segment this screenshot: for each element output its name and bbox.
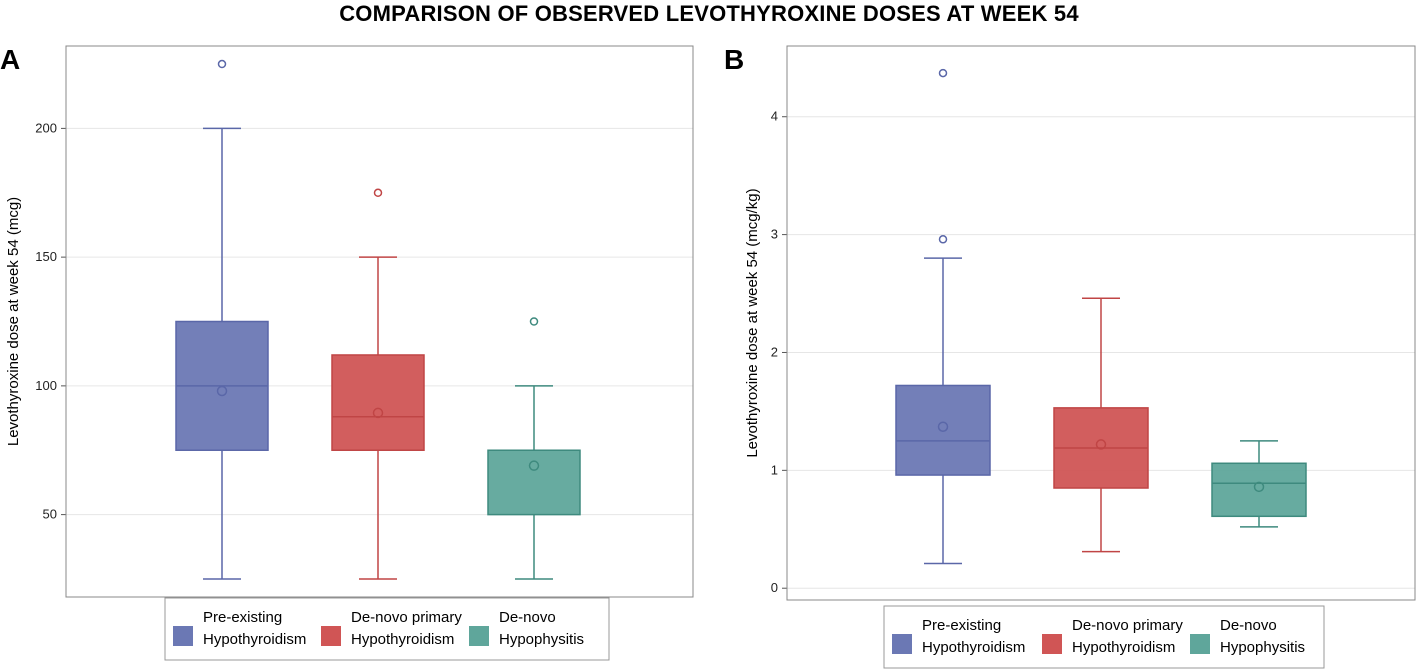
y-tick-label: 100 bbox=[35, 378, 57, 393]
legend-swatch bbox=[321, 626, 341, 646]
box-pre bbox=[895, 68, 991, 565]
panel-a: 50 100 150 200 Levothyroxine dose at week 54… bbox=[5, 45, 694, 661]
outlier-point bbox=[938, 68, 948, 78]
legend-swatch bbox=[173, 626, 193, 646]
legend-label-line2: Hypothyroidism bbox=[1072, 639, 1175, 656]
iqr-box bbox=[331, 354, 425, 451]
legend-swatch bbox=[1190, 634, 1210, 654]
panel-b: 0 1 2 3 4 Levothyroxine dose at week 54 (mcg/… bbox=[744, 45, 1416, 669]
y-axis-label: Levothyroxine dose at week 54 (mcg/kg) bbox=[744, 188, 761, 457]
outlier-point bbox=[373, 188, 383, 198]
chart-title: COMPARISON OF OBSERVED LEVOTHYROXINE DOS… bbox=[339, 1, 1079, 26]
y-tick-label: 2 bbox=[771, 344, 778, 359]
mean-marker bbox=[372, 407, 384, 419]
y-axis-label: Levothyroxine dose at week 54 (mcg) bbox=[5, 197, 22, 446]
mean-marker bbox=[1095, 439, 1107, 450]
legend-label-line1: Pre-existing bbox=[203, 609, 282, 626]
y-tick-label: 150 bbox=[35, 249, 57, 264]
legend-swatch bbox=[892, 634, 912, 654]
y-tick-label: 1 bbox=[771, 462, 778, 477]
box-hypo bbox=[487, 317, 581, 580]
iqr-box bbox=[895, 384, 991, 476]
legend-swatch bbox=[469, 626, 489, 646]
outlier-point bbox=[529, 317, 539, 326]
legend: Pre-existing Hypothyroidism De-novo primar… bbox=[883, 605, 1325, 669]
legend-box bbox=[883, 605, 1325, 669]
legend-swatch bbox=[1042, 634, 1062, 654]
mean-marker bbox=[528, 460, 540, 471]
mean-marker bbox=[937, 421, 949, 432]
legend-label-line2: Hypothyroidism bbox=[922, 639, 1025, 656]
panel-a-letter: A bbox=[0, 44, 21, 75]
outlier-point bbox=[938, 235, 948, 244]
legend-box bbox=[164, 597, 610, 661]
y-tick-label: 0 bbox=[771, 580, 778, 595]
plot-frame bbox=[65, 45, 694, 598]
legend-label-line1: Pre-existing bbox=[922, 617, 1001, 634]
legend-label-line2: Hypothyroidism bbox=[203, 631, 306, 648]
legend-label-line1: De-novo primary bbox=[1072, 617, 1183, 634]
panel-b-letter: B bbox=[724, 44, 745, 75]
mean-marker bbox=[1253, 481, 1265, 493]
y-tick-label: 3 bbox=[771, 227, 778, 242]
legend-label-line1: De-novo primary bbox=[351, 609, 462, 626]
legend-label-line2: Hypothyroidism bbox=[351, 631, 454, 648]
box-hypo bbox=[1211, 440, 1307, 528]
iqr-box bbox=[487, 449, 581, 516]
legend-label-line2: Hypophysitis bbox=[499, 631, 584, 648]
legend-label-line2: Hypophysitis bbox=[1220, 639, 1305, 656]
iqr-box bbox=[1211, 462, 1307, 518]
legend: Pre-existing Hypothyroidism De-novo primar… bbox=[164, 597, 610, 661]
legend-label-line1: De-novo bbox=[499, 609, 556, 626]
y-tick-label: 200 bbox=[35, 120, 57, 135]
box-pre bbox=[175, 59, 269, 580]
box-primary bbox=[331, 188, 425, 580]
y-tick-label: 4 bbox=[771, 109, 778, 124]
y-tick-label: 50 bbox=[43, 507, 57, 522]
legend-label-line1: De-novo bbox=[1220, 617, 1277, 634]
plot-frame bbox=[786, 45, 1416, 601]
box-primary bbox=[1053, 297, 1149, 553]
outlier-point bbox=[217, 59, 227, 69]
mean-marker bbox=[216, 385, 228, 397]
